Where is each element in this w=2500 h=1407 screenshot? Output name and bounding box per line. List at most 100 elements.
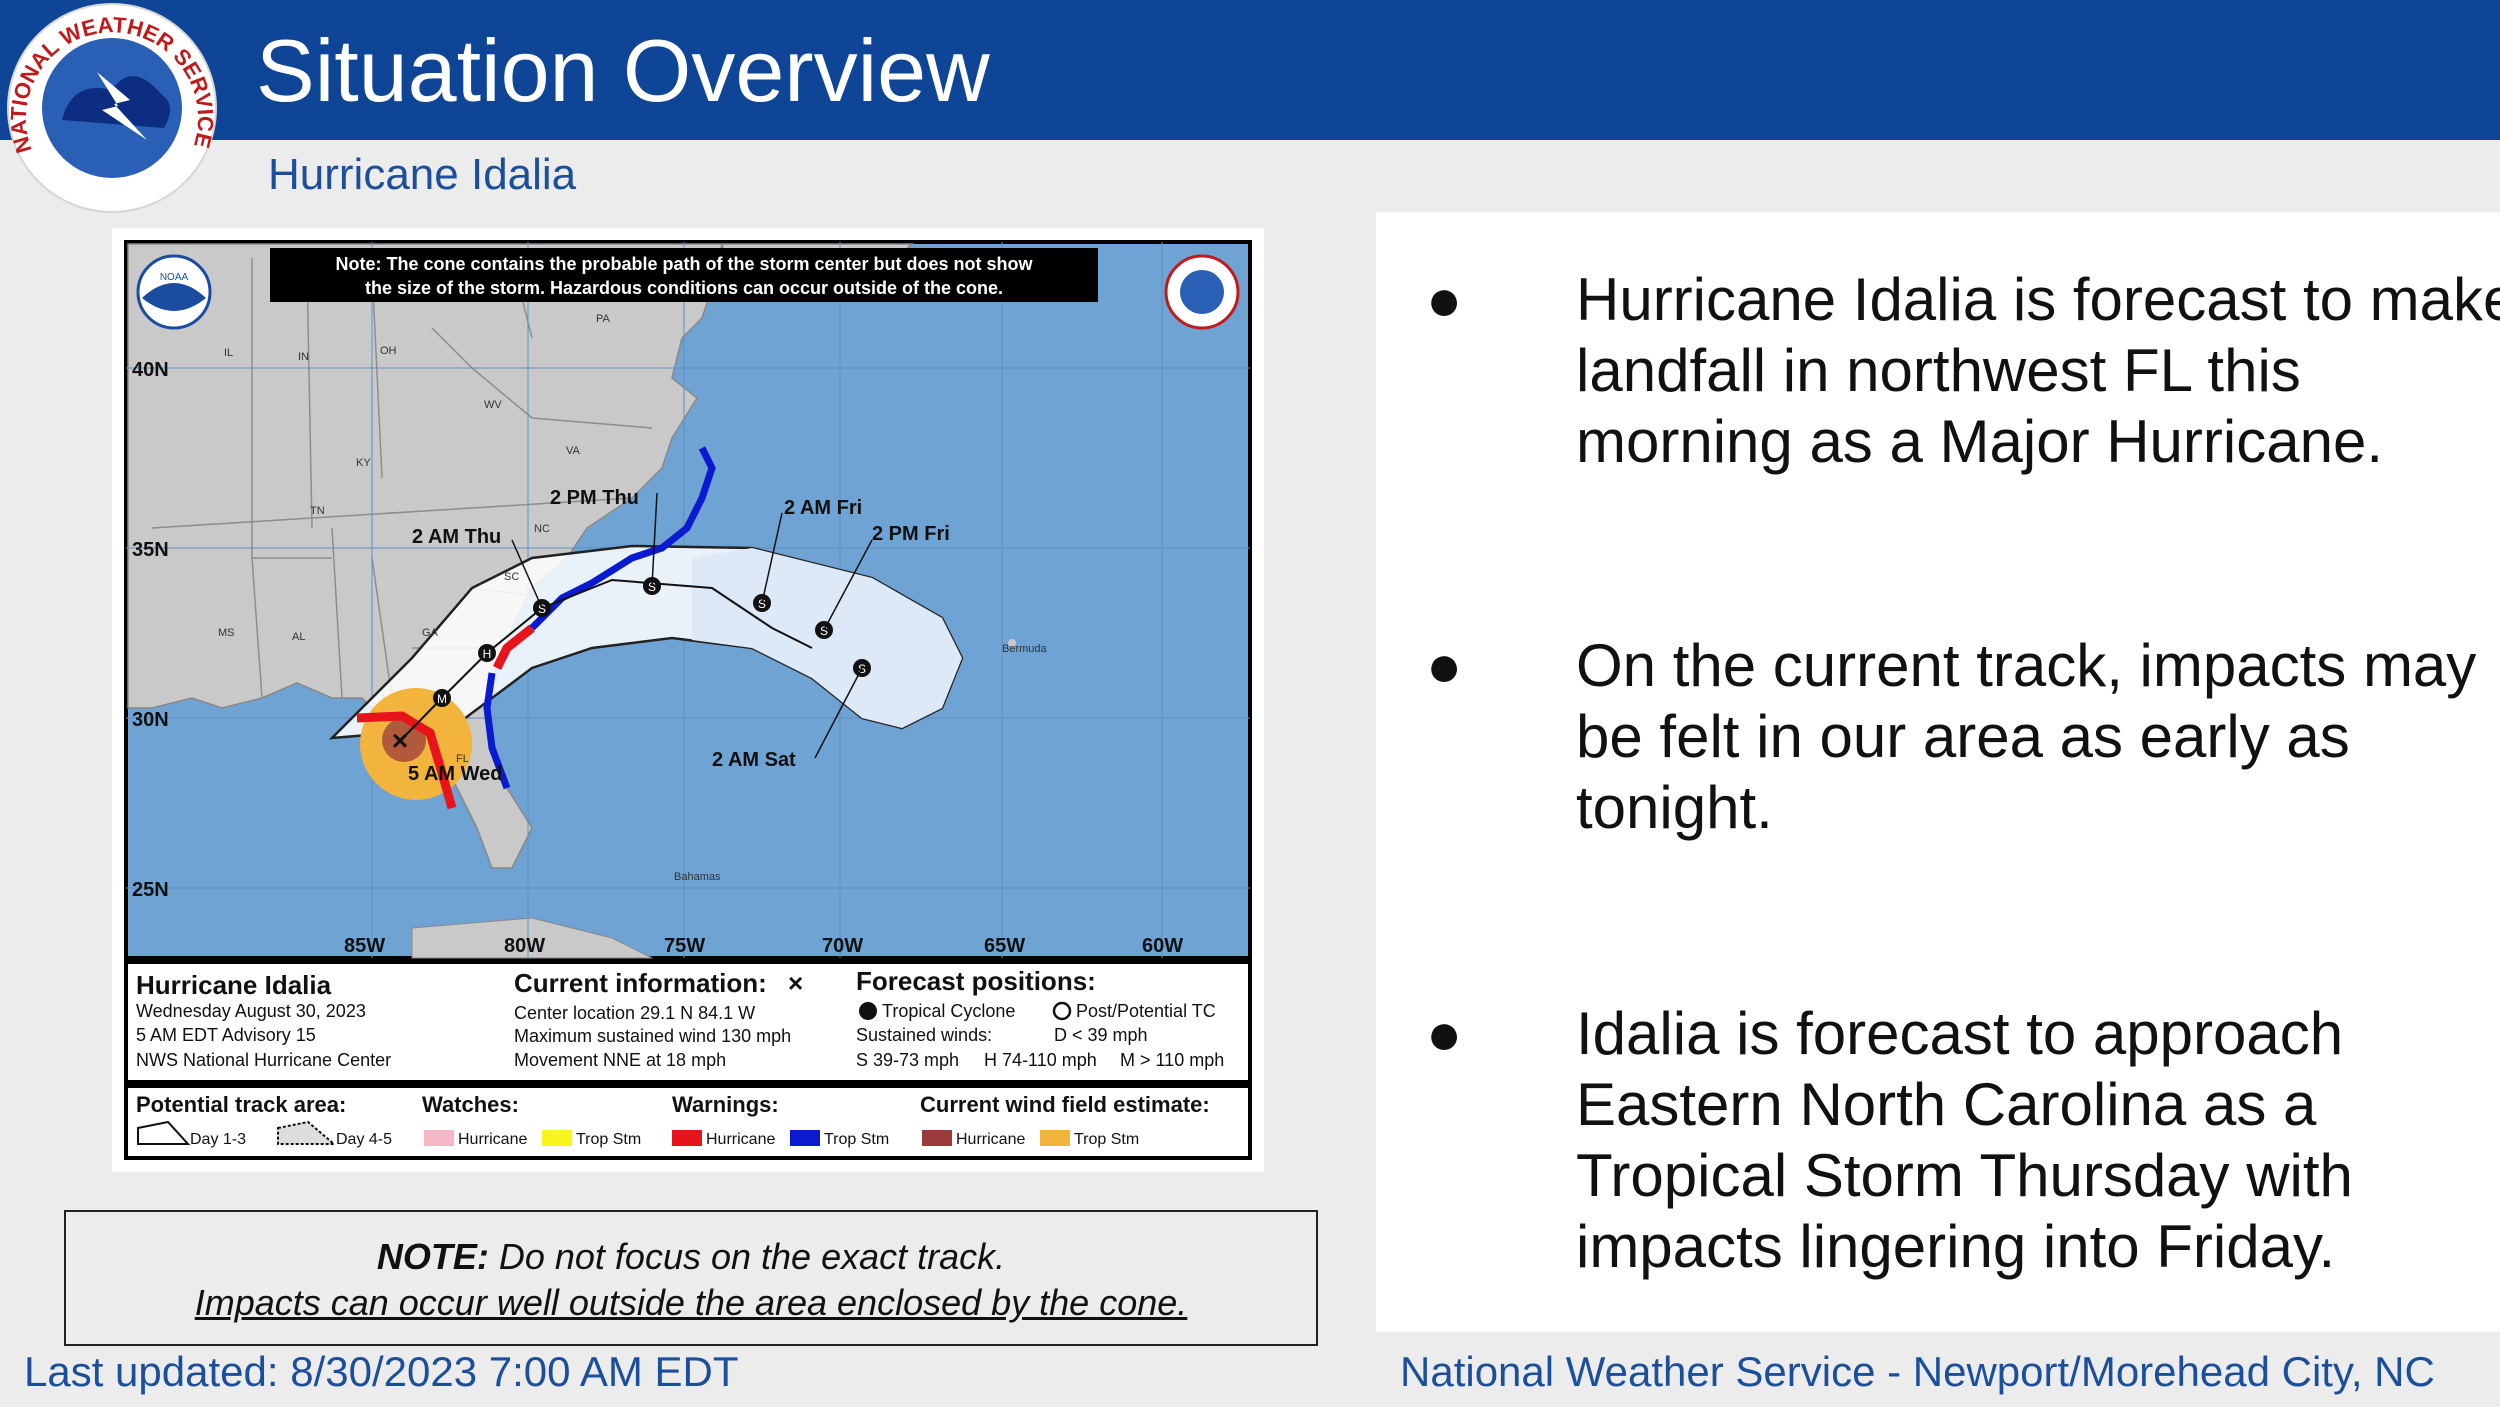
svg-text:Watches:: Watches: [422,1092,519,1117]
label-2am-fri: 2 AM Fri [784,497,862,519]
svg-text:Hurricane: Hurricane [458,1131,527,1148]
svg-text:Trop Stm: Trop Stm [576,1131,641,1148]
svg-text:Current information:: Current information: [514,968,767,998]
current-position-symbol: × [788,968,803,998]
label-2am-thu: 2 AM Thu [412,526,501,548]
svg-text:M > 110 mph: M > 110 mph [1120,1050,1224,1070]
advisory-info-text: Hurricane Idalia Wednesday August 30, 20… [136,966,1224,1070]
svg-text:Wednesday August 30, 2023: Wednesday August 30, 2023 [136,1001,366,1021]
svg-text:OH: OH [380,345,397,357]
svg-text:S: S [758,597,766,611]
office-name: National Weather Service - Newport/Moreh… [1400,1348,2435,1395]
forecast-time-labels: 2 PM Thu 2 AM Thu 2 AM Fri 2 PM Fri 2 AM… [408,487,950,785]
ts-warning-carolinas [529,446,716,631]
svg-text:IL: IL [224,347,233,359]
svg-text:S: S [538,602,546,616]
svg-text:NC: NC [534,523,550,535]
svg-text:85W: 85W [344,935,385,957]
header-bar [0,0,2500,140]
bahamas-label: Bahamas [674,871,721,883]
svg-text:Trop Stm: Trop Stm [824,1131,889,1148]
svg-text:H: H [483,647,492,661]
svg-text:65W: 65W [984,935,1025,957]
legend-content: Potential track area: Day 1-3 Day 4-5 Wa… [136,1092,1210,1148]
svg-text:75W: 75W [664,935,705,957]
svg-text:H 74-110 mph: H 74-110 mph [984,1050,1097,1070]
svg-text:Hurricane Idalia: Hurricane Idalia [136,970,332,1000]
svg-text:Warnings:: Warnings: [672,1092,779,1117]
svg-text:80W: 80W [504,935,545,957]
nws-logo: NATIONAL WEATHER SERVICE [6,3,218,213]
svg-text:Hurricane: Hurricane [956,1131,1025,1148]
svg-text:70W: 70W [822,935,863,957]
hurricane-warning-ga [492,624,535,671]
svg-text:MS: MS [218,627,235,639]
svg-text:Sustained winds:: Sustained winds: [856,1025,992,1045]
svg-text:Day 4-5: Day 4-5 [336,1131,392,1148]
label-2pm-fri: 2 PM Fri [872,523,950,545]
svg-text:Potential track area:: Potential track area: [136,1092,346,1117]
svg-text:SC: SC [504,571,519,583]
svg-text:Tropical Cyclone: Tropical Cyclone [882,1001,1015,1021]
page-subtitle: Hurricane Idalia [268,150,577,199]
note-line2: Impacts can occur well outside the area … [194,1282,1188,1323]
land-cuba [411,917,653,959]
label-5am-wed: 5 AM Wed [408,763,502,785]
svg-text:KY: KY [356,457,371,469]
svg-text:VA: VA [566,445,581,457]
last-updated: Last updated: 8/30/2023 7:00 AM EDT [24,1348,739,1395]
svg-text:PA: PA [596,313,611,325]
svg-text:25N: 25N [132,879,169,901]
svg-text:Forecast positions:: Forecast positions: [856,966,1096,996]
svg-text:D < 39 mph: D < 39 mph [1054,1025,1148,1045]
cone-note-line1: Note: The cone contains the probable pat… [335,254,1033,274]
svg-text:FL: FL [456,753,469,765]
ts-warning-fl [483,672,511,790]
bullet-text-2: On the current track, impacts may be fel… [1576,632,2477,841]
svg-text:60W: 60W [1142,935,1183,957]
svg-text:M: M [437,692,447,706]
bullet-dot: ● [1426,266,1463,333]
svg-text:WV: WV [484,399,502,411]
forecast-points: × M H S S S S S [392,577,871,756]
hurricane-warning-coast [356,711,457,810]
forecast-track [399,578,813,742]
svg-text:Hurricane: Hurricane [706,1131,775,1148]
svg-text:S 39-73 mph: S 39-73 mph [856,1050,959,1070]
noaa-logo-text: NOAA [160,272,189,283]
cone-map-svg: × M H S S S S S 2 PM Thu 2 AM Thu [124,240,1252,1160]
svg-text:NWS National Hurricane Center: NWS National Hurricane Center [136,1050,391,1070]
svg-text:IN: IN [298,351,309,363]
svg-text:30N: 30N [132,709,169,731]
state-labels: PA IL IN OH WV KY VA TN NC SC MS AL GA F… [218,313,611,765]
bullet-panel: ● Hurricane Idalia is forecast to make l… [1376,212,2500,1332]
cone-note-banner [270,248,1098,302]
svg-text:TN: TN [310,505,325,517]
current-position-x: × [392,725,408,756]
bermuda-island [1008,639,1016,647]
svg-text:Trop Stm: Trop Stm [1074,1131,1139,1148]
bullet-dot: ● [1426,632,1463,699]
forecast-cone-map: × M H S S S S S 2 PM Thu 2 AM Thu [112,228,1264,1172]
noaa-logo-wave [142,283,206,311]
svg-text:S: S [820,624,828,638]
svg-text:35N: 35N [132,539,169,561]
label-2pm-thu: 2 PM Thu [550,487,639,509]
svg-text:S: S [648,580,656,594]
bermuda-label: Bermuda [1002,643,1048,655]
svg-text:Movement NNE at 18 mph: Movement NNE at 18 mph [514,1050,726,1070]
bullet-text-3: Idalia is forecast to approach Eastern N… [1576,1000,2353,1280]
note-bold: NOTE: [376,1236,489,1277]
svg-text:AL: AL [292,631,305,643]
svg-text:5 AM EDT Advisory 15: 5 AM EDT Advisory 15 [136,1025,316,1045]
cone-note-line2: the size of the storm. Hazardous conditi… [365,278,1003,298]
svg-text:Post/Potential TC: Post/Potential TC [1076,1001,1216,1021]
bullet-dot: ● [1426,1000,1463,1067]
note-line1-rest: Do not focus on the exact track. [488,1236,1006,1277]
advisory-info-panel [124,960,1252,1084]
nws-small-logo-inner [1180,270,1224,314]
svg-text:40N: 40N [132,359,169,381]
time-leader-lines [511,492,873,759]
bullet-text-1: Hurricane Idalia is forecast to make lan… [1576,266,2500,475]
